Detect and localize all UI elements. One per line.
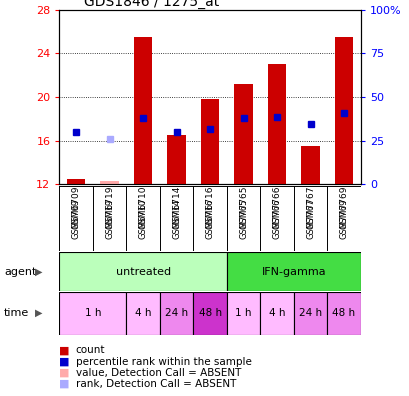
Bar (301, 146, 319, 184)
Text: rank, Detection Call = ABSENT: rank, Detection Call = ABSENT (76, 379, 236, 389)
Bar (59, 292, 126, 335)
Text: ▶: ▶ (35, 308, 42, 318)
Bar (167, 135, 185, 184)
Bar (267, 64, 285, 184)
Bar (226, 292, 260, 335)
Bar (334, 37, 353, 184)
Bar (126, 292, 160, 335)
Text: 4 h: 4 h (135, 308, 151, 318)
Text: 1 h: 1 h (85, 308, 101, 318)
Bar (326, 292, 360, 335)
Text: ■: ■ (59, 367, 70, 378)
Text: time: time (4, 308, 29, 318)
Text: GDS1846 / 1275_at: GDS1846 / 1275_at (83, 0, 218, 9)
Bar (200, 99, 219, 184)
Text: GSM7767: GSM7767 (306, 198, 314, 239)
Text: ▶: ▶ (35, 267, 42, 277)
Text: GSM6719: GSM6719 (105, 199, 114, 239)
Bar (100, 181, 119, 184)
Text: 4 h: 4 h (268, 308, 285, 318)
Bar (293, 292, 326, 335)
Text: untreated: untreated (115, 267, 170, 277)
Bar (160, 292, 193, 335)
Text: IFN-gamma: IFN-gamma (261, 267, 325, 277)
Bar (193, 292, 226, 335)
Bar (234, 84, 252, 184)
Bar (67, 179, 85, 184)
Bar (260, 292, 293, 335)
Text: GSM6709: GSM6709 (72, 199, 81, 239)
Text: GSM7769: GSM7769 (339, 199, 348, 239)
Text: count: count (76, 345, 105, 356)
Text: GSM7765: GSM7765 (238, 199, 247, 239)
Bar (226, 252, 360, 291)
Text: GSM7766: GSM7766 (272, 198, 281, 239)
Text: 1 h: 1 h (235, 308, 251, 318)
Text: 48 h: 48 h (332, 308, 355, 318)
Text: 24 h: 24 h (165, 308, 188, 318)
Text: percentile rank within the sample: percentile rank within the sample (76, 356, 251, 367)
Text: ■: ■ (59, 356, 70, 367)
Text: 24 h: 24 h (298, 308, 321, 318)
Text: ■: ■ (59, 379, 70, 389)
Text: GSM6716: GSM6716 (205, 199, 214, 239)
Text: ■: ■ (59, 345, 70, 356)
Text: GSM6710: GSM6710 (138, 199, 147, 239)
Text: GSM6714: GSM6714 (172, 199, 181, 239)
Bar (59, 252, 226, 291)
Text: value, Detection Call = ABSENT: value, Detection Call = ABSENT (76, 367, 240, 378)
Bar (134, 37, 152, 184)
Text: 48 h: 48 h (198, 308, 221, 318)
Text: agent: agent (4, 267, 36, 277)
